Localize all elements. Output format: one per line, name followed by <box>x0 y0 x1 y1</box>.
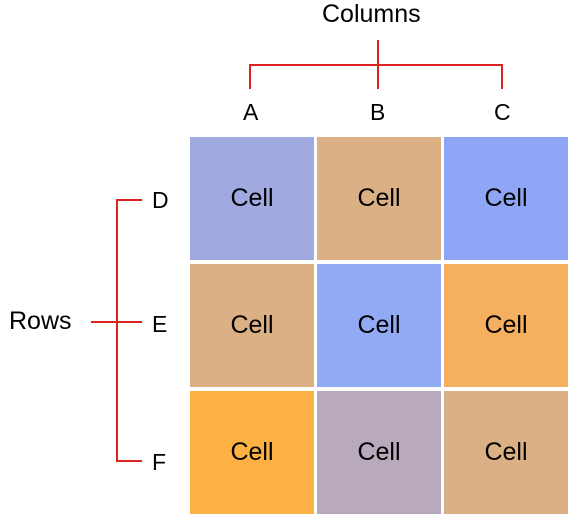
cell-d-a: Cell <box>190 137 314 260</box>
cell-f-a: Cell <box>190 391 314 514</box>
cell-f-b: Cell <box>317 391 441 514</box>
cell-e-c: Cell <box>444 264 568 387</box>
cell-e-b: Cell <box>317 264 441 387</box>
cell-e-a: Cell <box>190 264 314 387</box>
cell-d-b: Cell <box>317 137 441 260</box>
cell-d-c: Cell <box>444 137 568 260</box>
cell-f-c: Cell <box>444 391 568 514</box>
